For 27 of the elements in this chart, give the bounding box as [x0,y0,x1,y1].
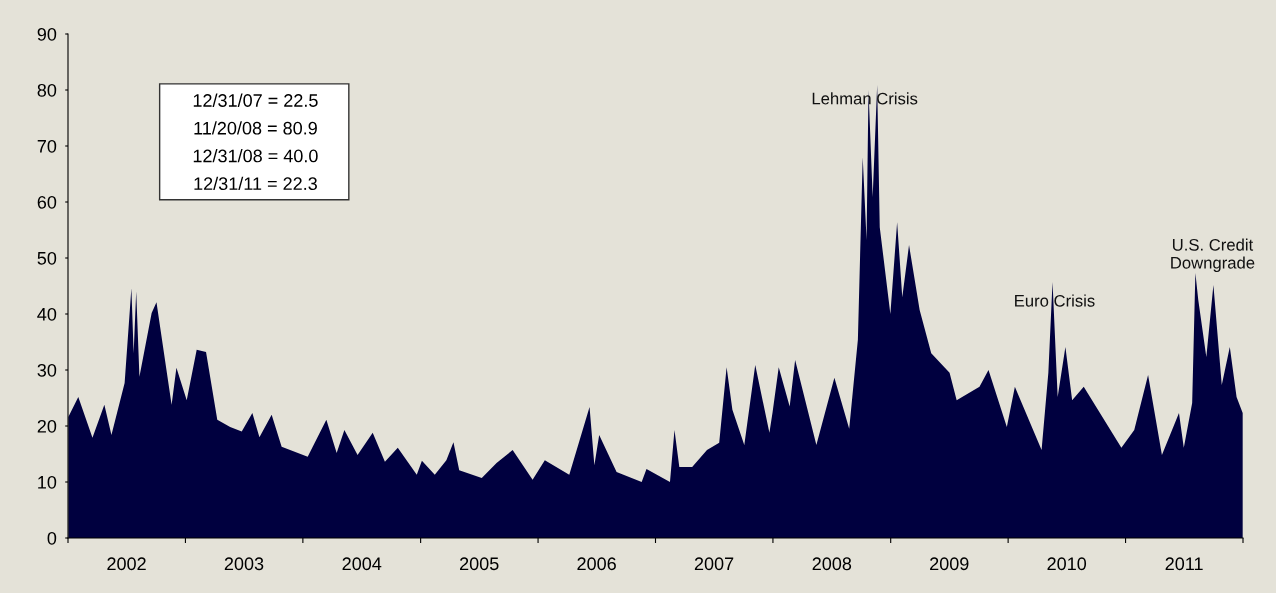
x-tick-label: 2007 [694,557,734,571]
x-tick-label: 2009 [930,557,969,571]
x-tick-label: 2006 [577,557,616,571]
annotation: 11/20/08 = 80.9 [194,121,317,135]
annotation: U.S. Credit Downgrade [1171,238,1255,272]
annotation: Lehman Crisis [812,92,918,105]
y-tick-label: 40 [37,307,57,321]
x-tick-label: 2010 [1047,557,1087,571]
annotation: Euro Crisis [1015,294,1095,307]
y-tick-label: 80 [37,83,57,97]
y-tick-label: 60 [37,195,57,209]
y-tick-label: 0 [47,531,57,545]
x-tick-label: 2011 [1165,557,1203,571]
x-tick-label: 2003 [224,557,264,571]
y-tick-label: 10 [38,475,57,489]
annotation: 12/31/08 = 40.0 [193,149,318,163]
x-tick-label: 2008 [812,557,852,571]
annotation: 12/31/11 = 22.3 [194,176,317,191]
y-tick-label: 30 [37,363,57,377]
x-tick-label: 2002 [107,557,146,571]
y-tick-label: 90 [37,27,57,41]
y-tick-label: 70 [37,139,57,153]
annotation: 12/31/07 = 22.5 [193,93,318,107]
y-tick-label: 20 [37,419,57,433]
x-tick-label: 2005 [460,557,499,571]
y-tick-label: 50 [37,251,57,265]
x-tick-label: 2004 [342,557,382,571]
